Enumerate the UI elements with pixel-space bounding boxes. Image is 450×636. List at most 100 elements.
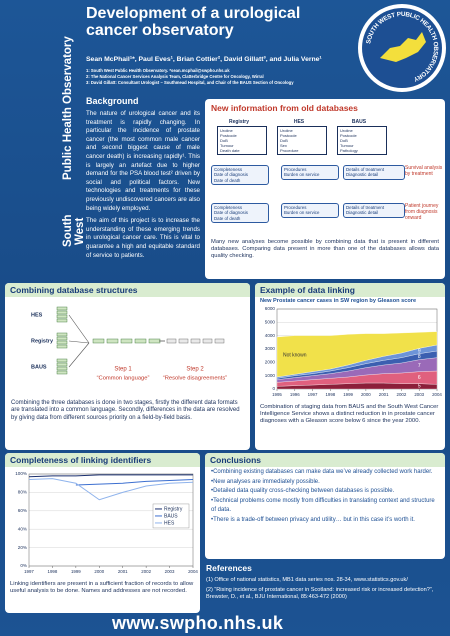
caption: Combining the three databases is done in… [11,400,240,421]
database-field: Uroline [280,128,293,133]
common-format [92,338,105,344]
y-tick-label: 80% [18,490,27,495]
record-icon [56,344,68,349]
conclusion-item: •Combining existing databases can make d… [211,469,433,475]
item: Diagnostic detail [346,210,379,216]
outcome: Patient journey from diagnosis onward [405,203,439,221]
pill: Procedures Burden on service [281,203,339,218]
item: Burden on service [284,210,320,216]
database-table: Uroline Postcode DoB Sex Procedure [277,126,327,155]
reference: (1) Office of national statistics, MB1 d… [206,577,408,583]
record-icon [56,332,68,337]
pill: Details of treatment Diagnostic detail [343,165,405,180]
line-chart: 0% 20% 40% 60% 80% 100% 1997 1998 1999 2000 2001 20… [15,471,198,574]
section-heading: Completeness of linking identifiers [5,453,200,467]
combining-panel: Combining database structures HES Registry… [5,283,250,450]
database-field: Sex [280,143,287,148]
common-format [120,338,133,344]
chart-title: New Prostate cancer cases in SW region b… [260,298,417,304]
y-tick-label: 0 [272,386,275,391]
poster-title: Development of a urological cancer obser… [86,5,301,39]
series-label: 5 [418,384,421,390]
paragraph: The nature of urological cancer and its … [86,110,200,212]
y-tick-label: 1000 [265,373,276,378]
database-table: Uroline Postcode DoB Tumour Death date [217,126,267,155]
x-tick-label: 1999 [71,569,81,574]
x-tick-label: 2000 [94,569,104,574]
item: Details of treatment [346,167,385,172]
step-label: Step 1 [114,367,132,373]
source-label: HES [31,312,43,318]
common-format [134,338,147,344]
database-name: Registry [228,119,249,125]
series-label: Not known [283,352,307,358]
caption: Combination of staging data from BAUS an… [260,404,439,425]
record-icon [56,358,68,363]
item: Date of death [214,215,241,221]
paragraph: The aim of this project is to increase t… [86,217,200,259]
x-tick-label: 2004 [188,569,198,574]
source-label: BAUS [31,364,47,370]
y-tick-label: 40% [18,526,27,531]
affiliation: 2: The National Cancer Services Analysis… [86,74,264,79]
source-label: Registry [31,338,54,344]
x-tick-label: 2003 [414,392,424,397]
new-information-panel: New information from old databases Regist… [205,99,445,279]
side-title: Public Health Observatory [62,36,74,180]
line [75,479,194,486]
logo: SOUTH WEST PUBLIC HEALTH OBSERVATORY [358,4,446,92]
item: Date of diagnosis [214,210,248,216]
conclusion-item: •New analyses are immediately possible. [211,478,320,485]
line [28,474,193,478]
database-field: Uroline [220,128,233,133]
x-tick-label: 1999 [343,392,353,397]
authors: Sean McPhail¹*, Paul Eves¹, Brian Cottie… [86,56,322,63]
record-icon [56,310,68,315]
record-icon [56,318,68,323]
x-tick-label: 2004 [432,392,442,397]
resolved-format [214,338,225,344]
y-tick-label: 60% [18,508,27,513]
series-label: 6 [418,375,421,381]
y-tick-label: 4000 [265,333,276,338]
item: Completeness [214,167,243,172]
section-heading: Example of data linking [255,283,445,297]
section-heading: New information from old databases [211,103,358,113]
database-field: Procedure [280,148,299,153]
database-field: DoB [340,138,348,143]
database-table: Uroline Postcode DoB Tumour Pathology [337,126,387,155]
resolved-format [202,338,213,344]
resolved-format [178,338,189,344]
common-format [106,338,119,344]
series-label: 9 [418,348,421,354]
x-tick-label: 1996 [290,392,300,397]
resolved-format [190,338,201,344]
item: Date of death [214,177,241,183]
affiliation: 3: David Gillatt: Consultant Urologist –… [86,80,294,85]
legend-label: HES [164,520,175,526]
database-name: BAUS [351,119,367,125]
legend-label: Registry [164,506,183,512]
database-field: Postcode [340,133,357,138]
step-label: Step 2 [186,367,204,373]
reference: (2) “Rising incidence of prostate cancer… [206,587,434,600]
pill: Completeness Date of diagnosis Date of dea… [211,203,269,224]
item: Details of treatment [346,205,385,210]
pill: Completeness Date of diagnosis Date of dea… [211,165,269,186]
section-heading: Combining database structures [5,283,250,297]
record-icon [56,314,68,319]
item: Completeness [214,205,243,210]
record-icon [56,366,68,371]
x-tick-label: 2001 [118,569,128,574]
side-title: South West [62,214,86,248]
conclusion-list: •Combining existing databases can make d… [211,468,439,526]
resolved-format [166,338,177,344]
y-tick-label: 0% [20,563,27,568]
arrow [68,314,90,344]
record-icon [56,336,68,341]
x-tick-label: 1995 [272,392,282,397]
x-tick-label: 2001 [379,392,389,397]
database-field: DoB [220,138,228,143]
common-format [148,338,161,344]
